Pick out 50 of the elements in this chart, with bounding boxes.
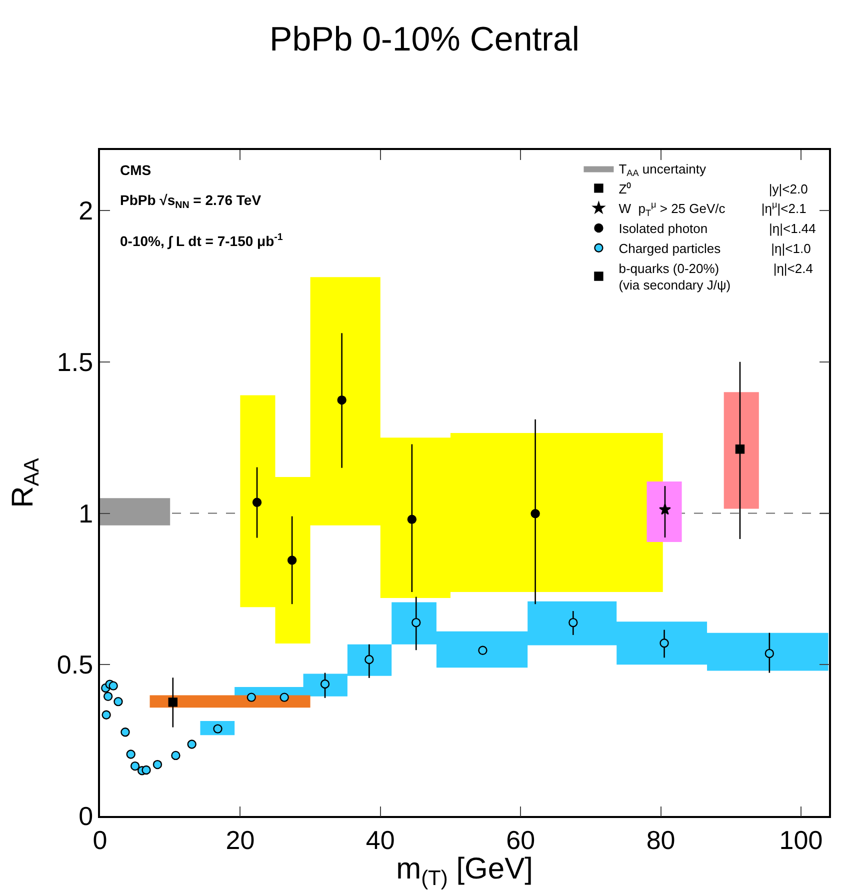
x-axis-title: m$_{(T)}$ [GeV]	[396, 852, 533, 890]
y-tick-label: 1.5	[56, 347, 94, 378]
point	[568, 618, 578, 628]
point	[337, 395, 346, 405]
legend-label: b-quarks (0-20%) |η|<2.4 (via secondary J/ψ)	[618, 260, 813, 293]
point	[114, 696, 123, 706]
legend-label: Z⁰ |y|<2.0	[618, 181, 808, 196]
point	[287, 556, 297, 565]
legend-label: Isolated photon |η|<1.44	[618, 221, 816, 236]
y-tick-label: 2	[78, 196, 94, 226]
point	[120, 728, 130, 737]
y-tick-label: 0	[78, 801, 94, 832]
point	[659, 503, 671, 515]
point	[478, 646, 488, 656]
y-tick-label: 0.5	[56, 650, 94, 680]
point	[103, 692, 113, 702]
point	[412, 618, 421, 628]
point	[735, 444, 745, 454]
point	[407, 514, 417, 524]
point	[660, 638, 669, 648]
chart-title: PbPb 0-10% Central	[270, 20, 580, 58]
point	[126, 750, 136, 759]
point	[102, 710, 111, 720]
point	[130, 761, 140, 771]
point	[108, 681, 118, 690]
x-tick-label: 100	[779, 824, 823, 855]
legend-label: W p$_{T}$$^{μ}$ > 25 GeV/c |η$^{μ}$|<2.1	[618, 200, 806, 218]
x-tick-label: 20	[226, 824, 255, 855]
annotation: 0-10%, ∫ L dt = 7-150 μb$^{-1}$	[120, 232, 284, 250]
point	[280, 692, 289, 702]
x-tick-label: 40	[366, 824, 395, 855]
point	[252, 498, 262, 507]
point	[246, 692, 256, 702]
point	[364, 654, 374, 664]
y-tick-label: 1	[78, 498, 94, 528]
point	[187, 740, 196, 749]
point	[213, 724, 222, 734]
point	[530, 508, 540, 518]
point	[764, 648, 774, 658]
legend-label: Charged particles |η|<1.0	[618, 240, 811, 256]
point	[171, 750, 180, 760]
annotation: PbPb √s$_{NN}$ = 2.76 TeV	[120, 192, 262, 211]
x-tick-label: 60	[506, 824, 536, 855]
point	[152, 760, 162, 770]
point	[142, 765, 151, 775]
point	[168, 698, 178, 707]
annotation: CMS	[120, 162, 152, 178]
point	[320, 679, 330, 689]
x-tick-label: 80	[646, 824, 676, 855]
legend-label: T$_{AA}$ uncertainty	[618, 161, 707, 178]
